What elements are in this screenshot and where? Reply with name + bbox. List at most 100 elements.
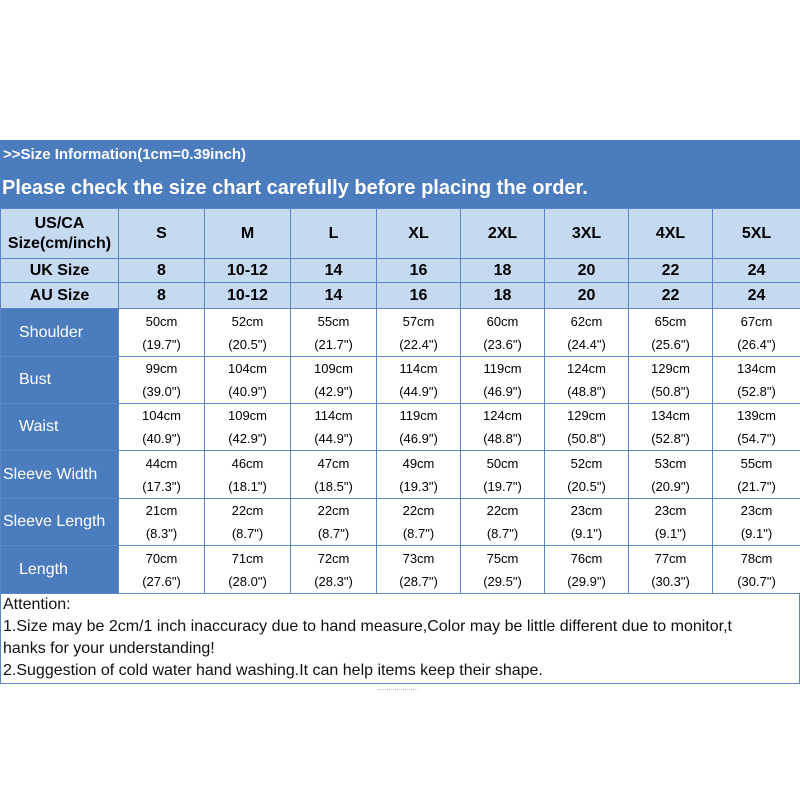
cm-value: 47cm	[317, 455, 350, 471]
inch-value: (27.6")	[142, 573, 181, 589]
measurement-cell: 76cm (29.9")	[544, 545, 629, 594]
cm-value: 50cm	[486, 455, 519, 471]
cm-value: 60cm	[486, 313, 519, 329]
inch-value: (9.1")	[740, 526, 773, 541]
size-table: US/CA Size(cm/inch) S M L XL 2XL 3XL 4XL 5XL UK…	[0, 208, 800, 594]
cm-value: 134cm	[736, 361, 777, 376]
inch-value: (39.0")	[142, 384, 181, 399]
cm-value: 114cm	[314, 408, 353, 423]
measurement-cell: 23cm (9.1")	[712, 498, 800, 546]
inch-value: (20.5")	[567, 478, 606, 494]
measurement-cell: 75cm (29.5")	[460, 545, 545, 594]
cm-value: 75cm	[486, 550, 519, 566]
au-size-cell: 24	[712, 282, 800, 309]
us-size-cell: 2XL	[460, 208, 545, 259]
cm-value: 62cm	[570, 313, 603, 329]
us-size-cell: XL	[376, 208, 461, 259]
cm-value: 52cm	[570, 455, 603, 471]
inch-value: (48.8")	[567, 384, 606, 399]
cm-value: 129cm	[650, 361, 691, 376]
measurement-row: Sleeve Width 44cm (17.3") 46cm (18.1") 47cm (1…	[0, 450, 800, 499]
measurement-cell: 55cm (21.7")	[290, 308, 377, 357]
inch-value: (8.3")	[145, 526, 178, 541]
inch-value: (42.9")	[314, 384, 353, 399]
inch-value: (24.4")	[567, 336, 606, 352]
measurement-cell: 50cm (19.7")	[460, 450, 545, 499]
inch-value: (28.3")	[314, 573, 353, 589]
measurement-cell: 67cm (26.4")	[712, 308, 800, 357]
us-size-cell: 3XL	[544, 208, 629, 259]
cm-value: 55cm	[317, 313, 350, 329]
cm-value: 23cm	[740, 503, 773, 518]
measurement-cell: 60cm (23.6")	[460, 308, 545, 357]
cm-value: 124cm	[566, 361, 607, 376]
cm-value: 21cm	[145, 503, 178, 518]
measurement-cell: 47cm (18.5")	[290, 450, 377, 499]
attention-line-3: 2.Suggestion of cold water hand washing.…	[3, 662, 543, 679]
inch-value: (46.9")	[483, 384, 522, 399]
measurement-cell: 52cm (20.5")	[544, 450, 629, 499]
cm-value: 57cm	[402, 313, 435, 329]
inch-value: (30.3")	[651, 573, 690, 589]
measurement-cell: 23cm (9.1")	[628, 498, 713, 546]
cm-value: 52cm	[231, 313, 264, 329]
cm-value: 22cm	[231, 503, 264, 518]
cm-value: 139cm	[736, 408, 777, 423]
inch-value: (21.7")	[314, 336, 353, 352]
inch-value: (46.9")	[399, 431, 438, 446]
uk-size-cell: 18	[460, 258, 545, 283]
us-size-cell: S	[118, 208, 205, 259]
us-size-cell: 5XL	[712, 208, 800, 259]
measurement-cell: 53cm (20.9")	[628, 450, 713, 499]
measurement-cell: 114cm (44.9")	[290, 403, 377, 451]
inch-value: (8.7")	[402, 526, 435, 541]
measurement-cell: 22cm (8.7")	[204, 498, 291, 546]
attention-title: Attention:	[3, 596, 71, 613]
cm-value: 22cm	[402, 503, 435, 518]
inch-value: (40.9")	[228, 384, 267, 399]
measurement-label: Bust	[0, 356, 119, 404]
measurement-cell: 104cm (40.9")	[118, 403, 205, 451]
au-size-cell: 22	[628, 282, 713, 309]
inch-value: (18.1")	[228, 478, 267, 494]
measurement-cell: 129cm (50.8")	[628, 356, 713, 404]
inch-value: (20.9")	[651, 478, 690, 494]
uk-size-cell: 14	[290, 258, 377, 283]
measurement-cell: 99cm (39.0")	[118, 356, 205, 404]
measurement-cell: 49cm (19.3")	[376, 450, 461, 499]
inch-value: (44.9")	[314, 431, 353, 446]
measurement-cell: 22cm (8.7")	[290, 498, 377, 546]
check-size-banner: Please check the size chart carefully be…	[0, 168, 800, 208]
cm-value: 104cm	[141, 408, 182, 423]
cm-value: 22cm	[486, 503, 519, 518]
measurement-cell: 119cm (46.9")	[460, 356, 545, 404]
cm-value: 46cm	[231, 455, 264, 471]
inch-value: (19.7")	[483, 478, 522, 494]
au-size-cell: 8	[118, 282, 205, 309]
measurement-cell: 70cm (27.6")	[118, 545, 205, 594]
cm-value: 119cm	[399, 408, 438, 423]
cm-value: 134cm	[650, 408, 691, 423]
cm-value: 53cm	[654, 455, 687, 471]
measurement-row: Waist 104cm (40.9") 109cm (42.9") 114cm (44.9"…	[0, 403, 800, 451]
au-size-row: AU Size 8 10-12 14 16 18 20 22 24	[0, 282, 800, 309]
measurement-cell: 109cm (42.9")	[204, 403, 291, 451]
measurement-row: Bust 99cm (39.0") 104cm (40.9") 109cm (42.9") 1…	[0, 356, 800, 404]
measurement-cell: 57cm (22.4")	[376, 308, 461, 357]
divider	[378, 689, 418, 690]
measurement-row: Length 70cm (27.6") 71cm (28.0") 72cm (28.3") 7…	[0, 545, 800, 594]
cm-value: 50cm	[145, 313, 178, 329]
au-size-cell: 14	[290, 282, 377, 309]
inch-value: (25.6")	[651, 336, 690, 352]
inch-value: (17.3")	[142, 478, 181, 494]
inch-value: (18.5")	[314, 478, 353, 494]
inch-value: (19.7")	[142, 336, 181, 352]
cm-value: 77cm	[654, 550, 687, 566]
au-size-cell: 10-12	[204, 282, 291, 309]
us-size-cell: L	[290, 208, 377, 259]
measurement-cell: 52cm (20.5")	[204, 308, 291, 357]
cm-value: 109cm	[227, 408, 268, 423]
uk-size-cell: 22	[628, 258, 713, 283]
size-info-banner: >>Size Information(1cm=0.39inch)	[0, 140, 800, 168]
measurement-cell: 73cm (28.7")	[376, 545, 461, 594]
